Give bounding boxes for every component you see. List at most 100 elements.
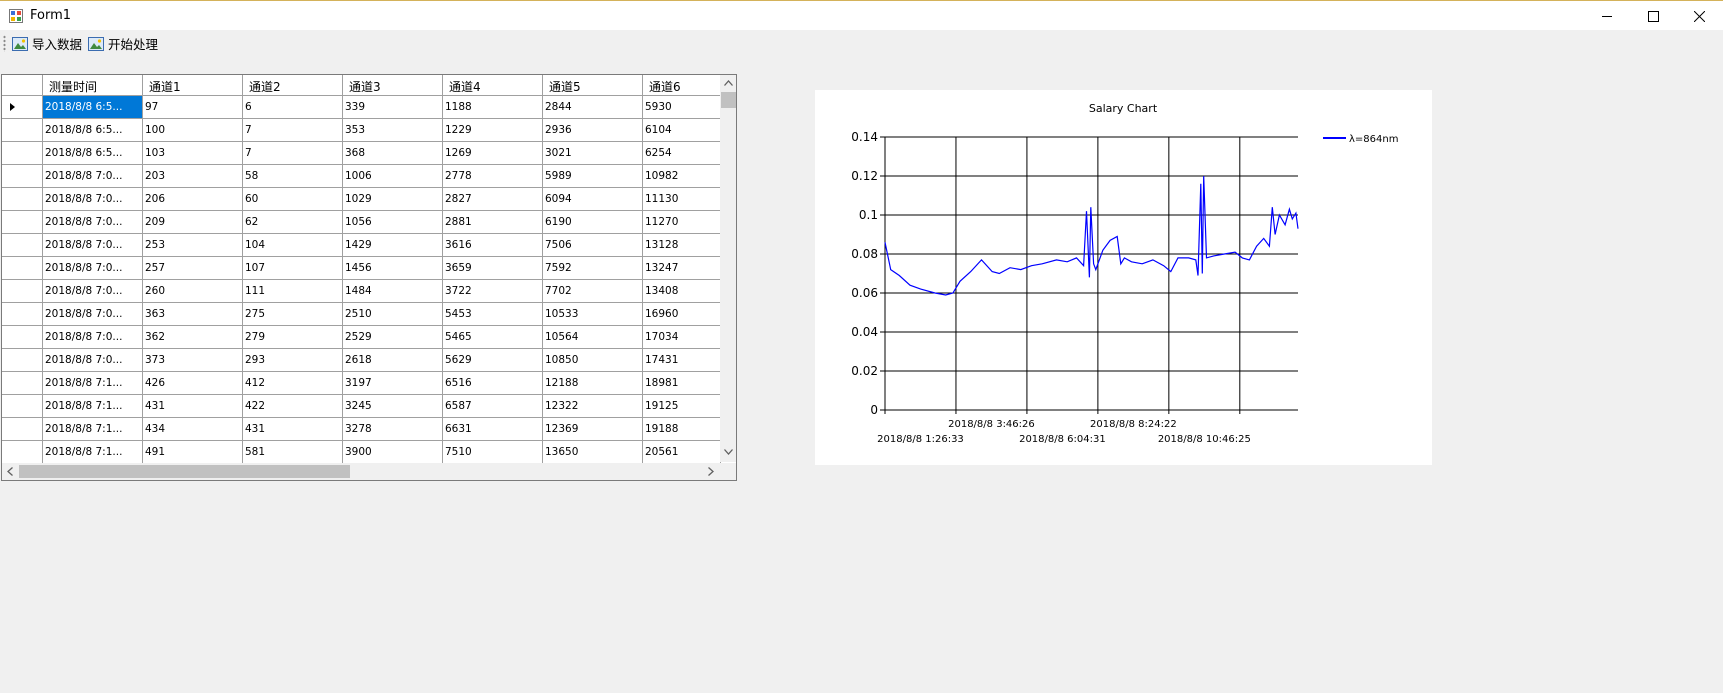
channel-cell[interactable]: 12322 — [543, 395, 643, 418]
row-header-corner[interactable] — [2, 75, 43, 96]
channel-cell[interactable]: 10850 — [543, 349, 643, 372]
row-header[interactable] — [2, 165, 43, 188]
channel-cell[interactable]: 6094 — [543, 188, 643, 211]
channel-cell[interactable]: 5453 — [443, 303, 543, 326]
row-header[interactable] — [2, 142, 43, 165]
channel-cell[interactable]: 1484 — [343, 280, 443, 303]
time-cell[interactable]: 2018/8/8 7:1... — [43, 395, 143, 418]
table-row[interactable]: 2018/8/8 7:0... 362 279 2529 5465 10564 17034 — [2, 326, 721, 349]
channel-cell[interactable]: 6516 — [443, 372, 543, 395]
column-header[interactable]: 通道1 — [143, 75, 243, 96]
channel-cell[interactable]: 6254 — [643, 142, 721, 165]
channel-cell[interactable]: 58 — [243, 165, 343, 188]
channel-cell[interactable]: 11270 — [643, 211, 721, 234]
time-cell[interactable]: 2018/8/8 7:1... — [43, 418, 143, 441]
channel-cell[interactable]: 1456 — [343, 257, 443, 280]
table-row[interactable]: 2018/8/8 6:5... 103 7 368 1269 3021 6254 — [2, 142, 721, 165]
channel-cell[interactable]: 2881 — [443, 211, 543, 234]
channel-cell[interactable]: 13128 — [643, 234, 721, 257]
row-header[interactable] — [2, 234, 43, 257]
table-row[interactable]: 2018/8/8 7:1... 426 412 3197 6516 12188 18981 — [2, 372, 721, 395]
time-cell[interactable]: 2018/8/8 7:0... — [43, 188, 143, 211]
time-cell[interactable]: 2018/8/8 7:0... — [43, 280, 143, 303]
time-cell[interactable]: 2018/8/8 7:0... — [43, 234, 143, 257]
horizontal-scroll-thumb[interactable] — [19, 465, 350, 478]
channel-cell[interactable]: 12369 — [543, 418, 643, 441]
channel-cell[interactable]: 107 — [243, 257, 343, 280]
start-processing-button[interactable]: 开始处理 — [88, 33, 158, 54]
channel-cell[interactable]: 2936 — [543, 119, 643, 142]
channel-cell[interactable]: 362 — [143, 326, 243, 349]
channel-cell[interactable]: 7510 — [443, 441, 543, 464]
channel-cell[interactable]: 6631 — [443, 418, 543, 441]
time-cell[interactable]: 2018/8/8 7:1... — [43, 372, 143, 395]
channel-cell[interactable]: 339 — [343, 96, 443, 119]
channel-cell[interactable]: 17034 — [643, 326, 721, 349]
row-header[interactable] — [2, 349, 43, 372]
channel-cell[interactable]: 5930 — [643, 96, 721, 119]
channel-cell[interactable]: 3616 — [443, 234, 543, 257]
channel-cell[interactable]: 6 — [243, 96, 343, 119]
channel-cell[interactable]: 5629 — [443, 349, 543, 372]
channel-cell[interactable]: 275 — [243, 303, 343, 326]
channel-cell[interactable]: 1006 — [343, 165, 443, 188]
channel-cell[interactable]: 1429 — [343, 234, 443, 257]
channel-cell[interactable]: 11130 — [643, 188, 721, 211]
time-cell[interactable]: 2018/8/8 6:5... — [43, 142, 143, 165]
horizontal-scrollbar[interactable] — [2, 463, 720, 480]
row-header[interactable] — [2, 96, 43, 119]
row-header[interactable] — [2, 418, 43, 441]
row-header[interactable] — [2, 188, 43, 211]
toolstrip-grip[interactable] — [3, 35, 6, 52]
channel-cell[interactable]: 3722 — [443, 280, 543, 303]
data-grid[interactable]: 测量时间 通道1 通道2 通道3 通道4 通道5 通道6 2018/8/8 6:… — [1, 74, 737, 481]
channel-cell[interactable]: 3900 — [343, 441, 443, 464]
channel-cell[interactable]: 7506 — [543, 234, 643, 257]
channel-cell[interactable]: 209 — [143, 211, 243, 234]
channel-cell[interactable]: 2827 — [443, 188, 543, 211]
vertical-scrollbar[interactable] — [720, 75, 736, 462]
channel-cell[interactable]: 3245 — [343, 395, 443, 418]
channel-cell[interactable]: 434 — [143, 418, 243, 441]
channel-cell[interactable]: 13408 — [643, 280, 721, 303]
table-row[interactable]: 2018/8/8 7:1... 491 581 3900 7510 13650 20561 — [2, 441, 721, 464]
row-header[interactable] — [2, 257, 43, 280]
table-row[interactable]: 2018/8/8 7:0... 203 58 1006 2778 5989 10982 — [2, 165, 721, 188]
channel-cell[interactable]: 1188 — [443, 96, 543, 119]
channel-cell[interactable]: 293 — [243, 349, 343, 372]
channel-cell[interactable]: 3021 — [543, 142, 643, 165]
channel-cell[interactable]: 353 — [343, 119, 443, 142]
channel-cell[interactable]: 422 — [243, 395, 343, 418]
channel-cell[interactable]: 2844 — [543, 96, 643, 119]
table-row[interactable]: 2018/8/8 7:0... 253 104 1429 3616 7506 13128 — [2, 234, 721, 257]
scroll-down-icon[interactable] — [724, 449, 733, 455]
channel-cell[interactable]: 10982 — [643, 165, 721, 188]
close-button[interactable] — [1677, 1, 1723, 31]
channel-cell[interactable]: 412 — [243, 372, 343, 395]
table-row[interactable]: 2018/8/8 7:0... 209 62 1056 2881 6190 11270 — [2, 211, 721, 234]
channel-cell[interactable]: 1269 — [443, 142, 543, 165]
table-row[interactable]: 2018/8/8 6:5... 100 7 353 1229 2936 6104 — [2, 119, 721, 142]
channel-cell[interactable]: 16960 — [643, 303, 721, 326]
channel-cell[interactable]: 19125 — [643, 395, 721, 418]
channel-cell[interactable]: 62 — [243, 211, 343, 234]
channel-cell[interactable]: 1029 — [343, 188, 443, 211]
channel-cell[interactable]: 103 — [143, 142, 243, 165]
table-row[interactable]: 2018/8/8 7:0... 260 111 1484 3722 7702 13408 — [2, 280, 721, 303]
channel-cell[interactable]: 18981 — [643, 372, 721, 395]
channel-cell[interactable]: 2618 — [343, 349, 443, 372]
vertical-scroll-thumb[interactable] — [721, 92, 736, 108]
channel-cell[interactable]: 7 — [243, 142, 343, 165]
channel-cell[interactable]: 6190 — [543, 211, 643, 234]
channel-cell[interactable]: 426 — [143, 372, 243, 395]
row-header[interactable] — [2, 303, 43, 326]
channel-cell[interactable]: 253 — [143, 234, 243, 257]
row-header[interactable] — [2, 326, 43, 349]
channel-cell[interactable]: 431 — [143, 395, 243, 418]
column-header[interactable]: 通道3 — [343, 75, 443, 96]
minimize-button[interactable] — [1585, 1, 1631, 31]
channel-cell[interactable]: 17431 — [643, 349, 721, 372]
time-cell[interactable]: 2018/8/8 7:0... — [43, 165, 143, 188]
channel-cell[interactable]: 7 — [243, 119, 343, 142]
scroll-left-icon[interactable] — [7, 467, 13, 476]
